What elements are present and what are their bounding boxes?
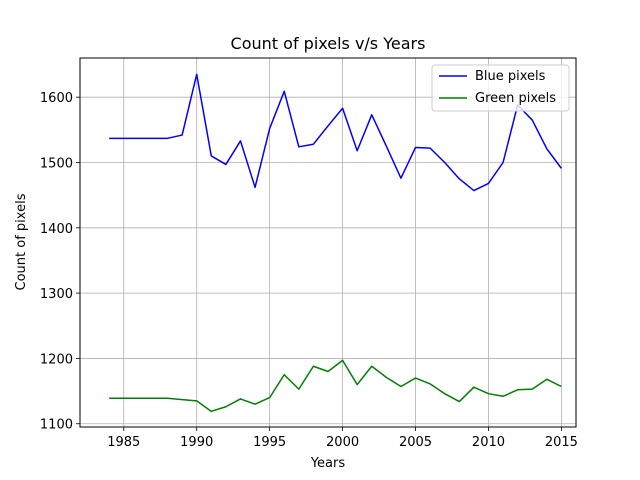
y-tick-label: 1300 xyxy=(40,287,73,302)
legend-label-blue-pixels: Blue pixels xyxy=(475,69,546,84)
x-tick-label: 1990 xyxy=(180,435,213,450)
y-tick-label: 1100 xyxy=(40,418,73,433)
grid-lines xyxy=(80,58,576,427)
x-axis-label: Years xyxy=(310,456,346,471)
y-tick-label: 1600 xyxy=(40,91,73,106)
series-lines xyxy=(109,73,563,413)
y-tick-label: 1500 xyxy=(40,156,73,171)
chart-title: Count of pixels v/s Years xyxy=(231,34,426,53)
y-tick-label: 1200 xyxy=(40,352,73,367)
y-axis-label: Count of pixels xyxy=(14,193,29,290)
x-tick-label: 2005 xyxy=(399,435,432,450)
x-tick-label: 1985 xyxy=(107,435,140,450)
y-axis-ticks: 1100 1200 1300 1400 1500 1600 xyxy=(40,91,80,433)
series-line-blue-pixels xyxy=(109,73,563,192)
x-tick-label: 2015 xyxy=(545,435,578,450)
x-tick-label: 1995 xyxy=(253,435,286,450)
x-tick-label: 2010 xyxy=(472,435,505,450)
series-line-green-pixels xyxy=(109,359,562,413)
legend-label-green-pixels: Green pixels xyxy=(475,91,556,106)
plot-area-frame xyxy=(79,57,577,428)
x-tick-label: 2000 xyxy=(326,435,359,450)
y-tick-label: 1400 xyxy=(40,222,73,237)
x-axis-ticks: 1985 1990 1995 2000 2005 2010 2015 xyxy=(107,427,578,450)
legend: Blue pixels Green pixels xyxy=(431,64,570,112)
